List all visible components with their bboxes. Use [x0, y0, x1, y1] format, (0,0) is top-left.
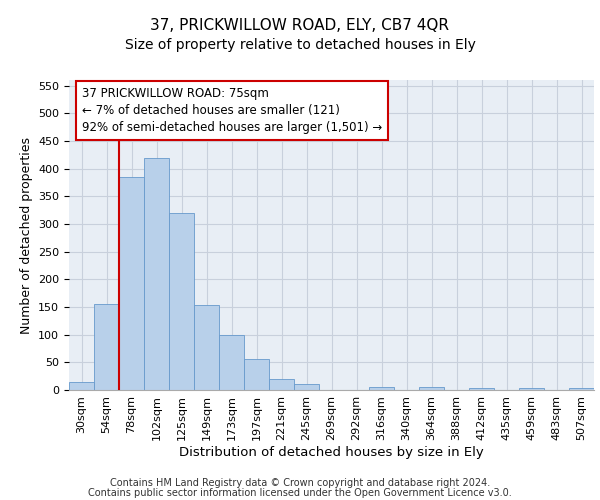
Bar — [569, 388, 594, 390]
Bar — [469, 388, 494, 390]
Bar — [519, 388, 544, 390]
Text: Contains public sector information licensed under the Open Government Licence v3: Contains public sector information licen… — [88, 488, 512, 498]
Bar — [169, 213, 194, 390]
Bar — [419, 387, 444, 390]
Y-axis label: Number of detached properties: Number of detached properties — [20, 136, 32, 334]
X-axis label: Distribution of detached houses by size in Ely: Distribution of detached houses by size … — [179, 446, 484, 458]
Text: Contains HM Land Registry data © Crown copyright and database right 2024.: Contains HM Land Registry data © Crown c… — [110, 478, 490, 488]
Text: Size of property relative to detached houses in Ely: Size of property relative to detached ho… — [125, 38, 475, 52]
Text: 37 PRICKWILLOW ROAD: 75sqm
← 7% of detached houses are smaller (121)
92% of semi: 37 PRICKWILLOW ROAD: 75sqm ← 7% of detac… — [82, 86, 382, 134]
Bar — [294, 384, 319, 390]
Bar — [269, 379, 294, 390]
Text: 37, PRICKWILLOW ROAD, ELY, CB7 4QR: 37, PRICKWILLOW ROAD, ELY, CB7 4QR — [151, 18, 449, 32]
Bar — [194, 306, 219, 390]
Bar — [219, 334, 244, 390]
Bar — [94, 304, 119, 390]
Bar — [69, 382, 94, 390]
Bar — [119, 177, 144, 390]
Bar — [244, 359, 269, 390]
Bar — [144, 158, 169, 390]
Bar — [369, 386, 394, 390]
